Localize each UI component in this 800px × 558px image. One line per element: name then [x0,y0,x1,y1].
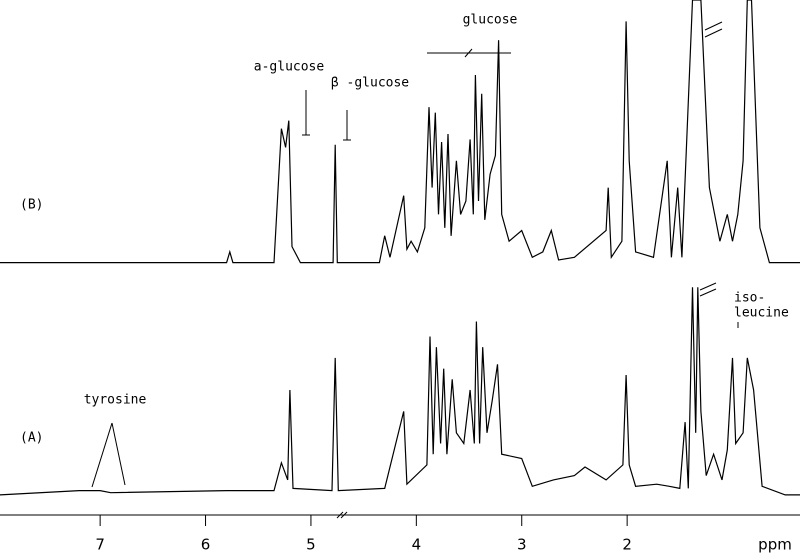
annotation: leucine [734,306,789,321]
x-tick-label: 7 [95,536,105,554]
x-tick-label: 4 [412,536,422,554]
annotation: glucose [463,13,518,28]
x-tick-label: 3 [517,536,527,554]
annotation: tyrosine [84,393,147,408]
panel-label: (A) [20,431,43,446]
x-axis-label: ppm [758,536,792,554]
annotation: β -glucose [331,76,409,91]
panel-label: (B) [20,198,43,213]
x-tick-label: 2 [622,536,632,554]
annotation-lines [91,21,739,519]
spectrum-line [0,287,800,496]
x-tick-label: 5 [306,536,316,554]
annotation: iso- [734,291,765,306]
x-tick-label: 6 [201,536,211,554]
spectrum-line [0,0,800,264]
annotation: a-glucose [254,60,325,75]
